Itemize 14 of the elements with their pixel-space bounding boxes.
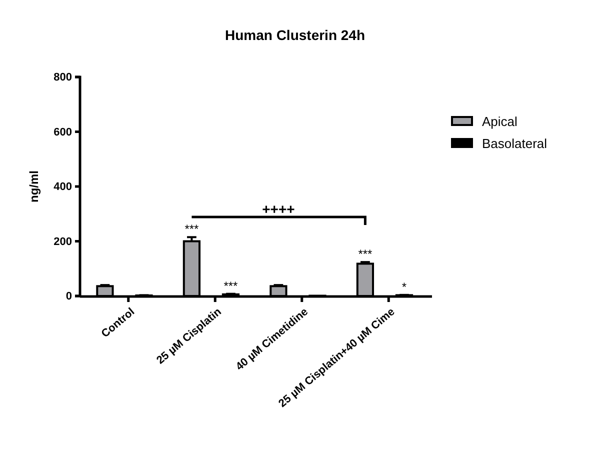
y-tick-label: 800: [54, 72, 72, 84]
chart-title: Human Clusterin 24h: [224, 27, 366, 43]
y-tick-label: 200: [54, 236, 72, 248]
legend-label: Basolateral: [482, 136, 548, 151]
annotation: ***: [224, 278, 238, 293]
y-axis-title: ng/ml: [27, 170, 41, 202]
annotation: ++++: [262, 201, 295, 217]
y-tick-label: 400: [54, 181, 72, 194]
annotation: *: [402, 280, 407, 294]
annotation: ***: [184, 222, 200, 236]
annotation: ***: [358, 247, 373, 262]
y-tick-label: 0: [66, 290, 72, 303]
y-tick-label: 600: [54, 126, 72, 138]
legend-label: Apical: [482, 114, 518, 129]
